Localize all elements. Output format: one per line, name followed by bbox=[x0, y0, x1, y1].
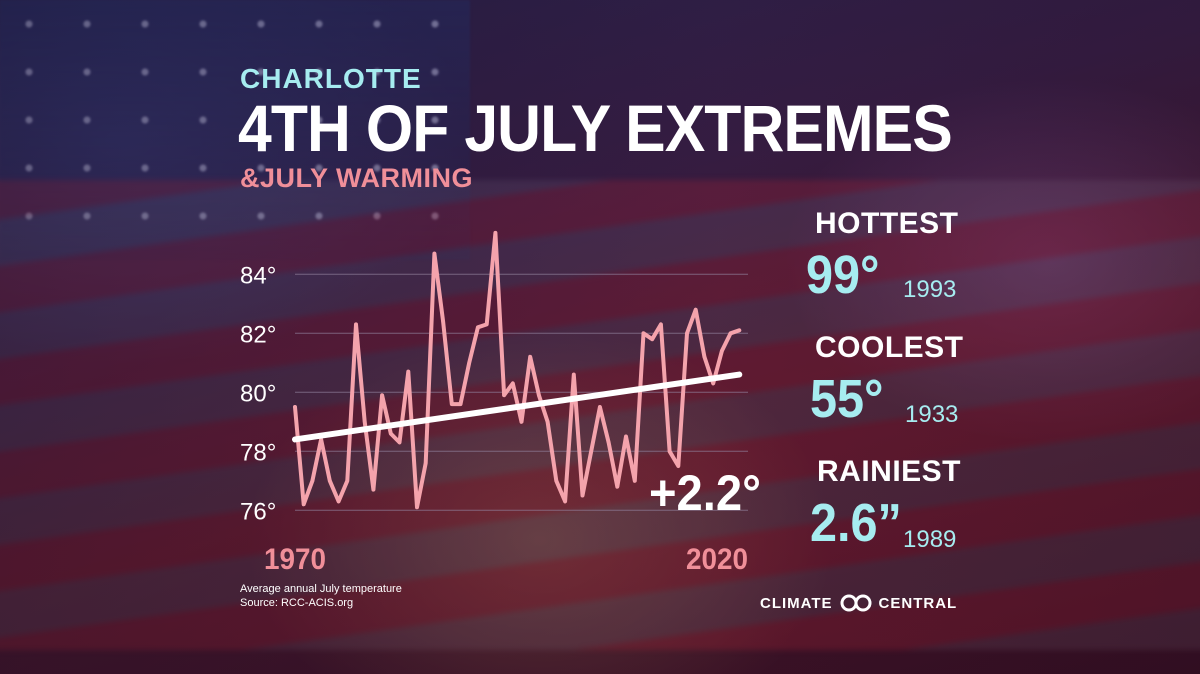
x-tick-label-1970: 1970 bbox=[264, 543, 326, 576]
data-point-1980 bbox=[380, 393, 384, 398]
data-point-2015 bbox=[685, 331, 689, 336]
data-point-2017 bbox=[702, 355, 707, 359]
coolest-year: 1933 bbox=[905, 401, 959, 428]
y-tick-label: 76° bbox=[240, 498, 276, 525]
data-point-1991 bbox=[476, 325, 480, 330]
y-tick-label: 82° bbox=[240, 321, 276, 348]
data-point-2008 bbox=[624, 434, 628, 439]
data-point-2000 bbox=[554, 478, 559, 483]
data-point-1979 bbox=[371, 487, 376, 492]
data-point-1974 bbox=[328, 478, 332, 483]
hottest-value: 99° bbox=[806, 245, 880, 305]
data-point-1987 bbox=[441, 319, 445, 324]
footnote-description: Average annual July temperature bbox=[240, 583, 402, 595]
data-point-2016 bbox=[693, 307, 698, 312]
data-point-2020 bbox=[728, 331, 733, 336]
data-point-2012 bbox=[659, 322, 663, 327]
rainiest-year: 1989 bbox=[903, 526, 957, 553]
data-point-1983 bbox=[406, 369, 411, 374]
data-point-2019 bbox=[720, 349, 724, 353]
flag-stars-background bbox=[0, 0, 470, 260]
data-point-1993 bbox=[493, 231, 498, 235]
y-tick-label: 84° bbox=[240, 262, 276, 289]
page-subtitle: &JULY WARMING bbox=[240, 163, 474, 193]
footnote-source: Source: RCC-ACIS.org bbox=[240, 597, 354, 609]
brand-word-central: CENTRAL bbox=[878, 594, 958, 612]
data-point-2005 bbox=[598, 405, 602, 409]
data-point-1975 bbox=[336, 499, 341, 504]
data-point-2007 bbox=[615, 484, 620, 489]
hottest-label: HOTTEST bbox=[815, 207, 959, 240]
data-point-2011 bbox=[650, 337, 654, 341]
coolest-value: 55° bbox=[810, 369, 884, 429]
data-point-1990 bbox=[467, 360, 472, 365]
data-point-1992 bbox=[484, 322, 489, 327]
x-axis-tick-labels: 1970 2020 bbox=[264, 543, 748, 576]
brand-word-climate: CLIMATE bbox=[760, 594, 833, 612]
data-point-1986 bbox=[432, 251, 437, 256]
y-tick-label: 78° bbox=[240, 439, 276, 466]
infinity-loops-icon bbox=[840, 594, 872, 612]
data-point-1976 bbox=[345, 478, 350, 483]
data-point-2018 bbox=[711, 381, 715, 386]
data-point-1997 bbox=[528, 355, 533, 359]
coolest-label: COOLEST bbox=[815, 331, 964, 364]
data-point-1984 bbox=[415, 505, 419, 510]
data-point-1994 bbox=[502, 393, 506, 398]
data-point-2021 bbox=[737, 328, 742, 333]
data-point-1981 bbox=[389, 431, 393, 436]
warming-annotation: +2.2° bbox=[649, 465, 761, 521]
data-point-1972 bbox=[310, 478, 315, 483]
data-point-1985 bbox=[423, 461, 428, 465]
data-point-1988 bbox=[450, 402, 454, 406]
data-point-2009 bbox=[632, 478, 637, 483]
trend-line bbox=[292, 371, 743, 443]
data-point-2004 bbox=[589, 449, 593, 454]
data-point-1989 bbox=[458, 402, 463, 406]
data-point-1998 bbox=[537, 393, 541, 398]
data-point-1971 bbox=[301, 502, 306, 507]
data-point-2010 bbox=[641, 331, 646, 336]
data-point-2001 bbox=[563, 499, 567, 504]
climate-central-logo: CLIMATE CENTRAL bbox=[760, 594, 957, 612]
data-point-2003 bbox=[580, 493, 585, 498]
data-point-1977 bbox=[354, 322, 358, 327]
x-tick-label-2020: 2020 bbox=[686, 543, 748, 576]
data-point-1982 bbox=[397, 440, 402, 445]
city-name: CHARLOTTE bbox=[240, 63, 422, 94]
data-point-1999 bbox=[545, 419, 550, 424]
data-point-1996 bbox=[519, 419, 524, 424]
data-point-2002 bbox=[571, 372, 576, 377]
data-points bbox=[293, 231, 742, 510]
chart-grid bbox=[295, 273, 748, 511]
y-tick-label: 80° bbox=[240, 380, 276, 407]
data-point-2006 bbox=[606, 440, 611, 445]
page-title: 4TH OF JULY EXTREMES bbox=[238, 91, 953, 165]
y-axis-tick-labels: 76° 78° 80° 82° 84° bbox=[240, 262, 276, 525]
rainiest-label: RAINIEST bbox=[817, 455, 962, 488]
data-point-2014 bbox=[676, 464, 681, 468]
rainiest-value: 2.6” bbox=[810, 493, 902, 553]
data-point-1970 bbox=[293, 405, 297, 409]
data-point-2013 bbox=[667, 449, 672, 454]
data-point-1995 bbox=[510, 381, 515, 386]
data-point-1978 bbox=[362, 419, 367, 424]
hottest-year: 1993 bbox=[903, 276, 957, 303]
